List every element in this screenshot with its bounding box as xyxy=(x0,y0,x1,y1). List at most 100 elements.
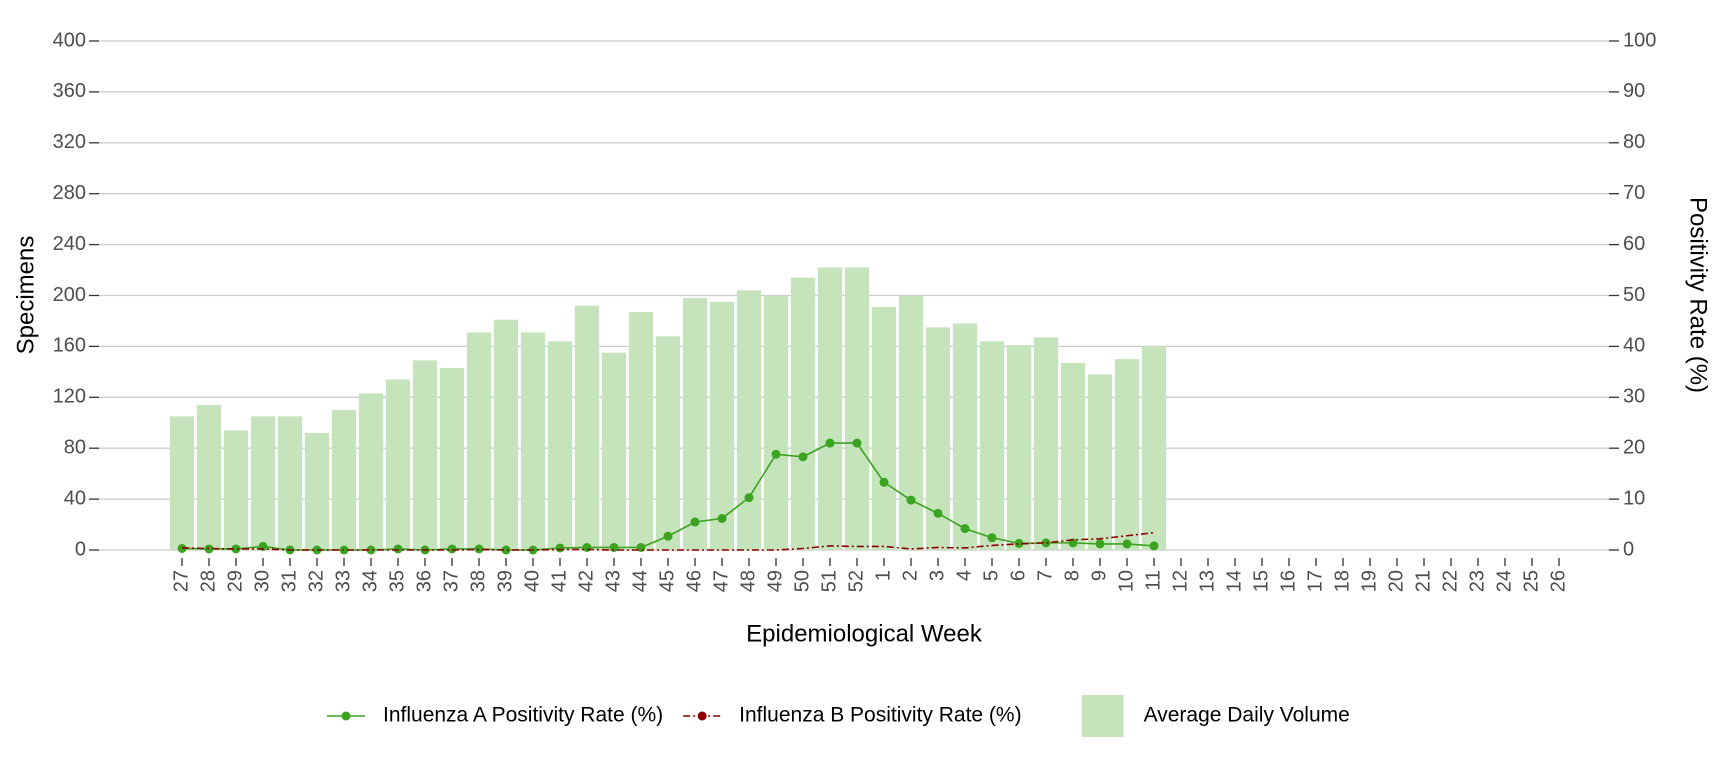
bar xyxy=(871,306,897,550)
y2-tick-label: 70 xyxy=(1623,182,1645,204)
bar xyxy=(223,430,249,550)
x-tick-label: 36 xyxy=(413,570,435,592)
y2-tick-label: 30 xyxy=(1623,386,1645,408)
y-tick-label: 160 xyxy=(53,335,86,357)
x-tick-label: 17 xyxy=(1304,570,1326,592)
x-tick-label: 46 xyxy=(683,570,705,592)
x-tick-label: 16 xyxy=(1277,570,1299,592)
point xyxy=(501,545,511,555)
x-tick-label: 51 xyxy=(818,570,840,592)
x-tick-label: 33 xyxy=(332,570,354,592)
bar xyxy=(304,432,330,550)
x-tick-label: 18 xyxy=(1331,570,1353,592)
bar xyxy=(628,312,654,550)
legend-item: Influenza B Positivity Rate (%) xyxy=(683,704,1022,727)
x-tick-label: 28 xyxy=(197,570,219,592)
x-tick-label: 6 xyxy=(1007,570,1029,581)
x-tick-label: 24 xyxy=(1493,570,1515,592)
bar xyxy=(358,393,384,550)
point xyxy=(1122,539,1132,549)
point xyxy=(231,544,241,554)
point xyxy=(1014,538,1024,548)
legend-marker xyxy=(697,711,707,721)
y-tick-label: 40 xyxy=(64,487,86,509)
point xyxy=(933,508,943,518)
point xyxy=(690,517,700,527)
bar xyxy=(493,319,519,550)
x-tick-label: 42 xyxy=(575,570,597,592)
bar xyxy=(547,341,573,550)
point xyxy=(717,513,727,523)
bar xyxy=(1006,345,1032,550)
point xyxy=(825,438,835,448)
bar xyxy=(439,368,465,550)
y2-tick-label: 80 xyxy=(1623,131,1645,153)
point xyxy=(366,545,376,555)
point xyxy=(744,493,754,503)
x-tick-label: 34 xyxy=(359,570,381,592)
point xyxy=(1095,539,1105,549)
x-tick-label: 23 xyxy=(1466,570,1488,592)
bar xyxy=(277,416,303,550)
x-tick-label: 8 xyxy=(1061,570,1083,581)
bar xyxy=(574,305,600,550)
y2-tick-label: 20 xyxy=(1623,436,1645,458)
x-tick-label: 14 xyxy=(1223,570,1245,592)
x-tick-label: 52 xyxy=(845,570,867,592)
y-tick-label: 320 xyxy=(53,131,86,153)
bar xyxy=(790,277,816,550)
x-tick-label: 7 xyxy=(1034,570,1056,581)
bar xyxy=(1114,359,1140,550)
legend-label: Influenza A Positivity Rate (%) xyxy=(383,704,663,727)
x-tick-label: 37 xyxy=(440,570,462,592)
bar xyxy=(1087,374,1113,550)
bar xyxy=(385,379,411,550)
bar xyxy=(736,290,762,550)
x-tick-label: 2 xyxy=(899,570,921,581)
x-tick-label: 47 xyxy=(710,570,732,592)
x-tick-label: 49 xyxy=(764,570,786,592)
x-tick-label: 1 xyxy=(872,570,894,581)
line xyxy=(181,531,1155,551)
x-tick-label: 13 xyxy=(1196,570,1218,592)
point xyxy=(582,542,592,552)
bar xyxy=(898,295,924,550)
x-tick-label: 25 xyxy=(1520,570,1542,592)
x-tick-label: 12 xyxy=(1169,570,1191,592)
y2-tick-label: 90 xyxy=(1623,80,1645,102)
y2-tick-label: 100 xyxy=(1623,29,1656,51)
legend-label: Average Daily Volume xyxy=(1144,704,1350,727)
x-tick-label: 5 xyxy=(980,570,1002,581)
bar xyxy=(250,416,276,550)
x-tick-label: 50 xyxy=(791,570,813,592)
x-tick-label: 39 xyxy=(494,570,516,592)
bar xyxy=(169,416,195,550)
x-tick-label: 41 xyxy=(548,570,570,592)
bar xyxy=(844,267,870,550)
bar xyxy=(466,332,492,550)
x-tick-label: 21 xyxy=(1412,570,1434,592)
x-tick-label: 40 xyxy=(521,570,543,592)
legend-label: Influenza B Positivity Rate (%) xyxy=(739,704,1021,727)
x-tick-label: 29 xyxy=(224,570,246,592)
bar xyxy=(817,267,843,550)
point xyxy=(609,542,619,552)
x-tick-label: 35 xyxy=(386,570,408,592)
x-tick-label: 10 xyxy=(1115,570,1137,592)
bar xyxy=(412,360,438,550)
y-tick-label: 80 xyxy=(64,436,86,458)
x-tick-label: 26 xyxy=(1547,570,1569,592)
y2-tick-label: 40 xyxy=(1623,335,1645,357)
x-tick-label: 31 xyxy=(278,570,300,592)
y2-tick-label: 10 xyxy=(1623,487,1645,509)
x-tick-label: 9 xyxy=(1088,570,1110,581)
x-axis-title: Epidemiological Week xyxy=(746,620,983,647)
x-tick-label: 11 xyxy=(1142,570,1164,591)
point xyxy=(960,524,970,534)
bar xyxy=(709,301,735,550)
point xyxy=(393,544,403,554)
x-tick-label: 30 xyxy=(251,570,273,592)
bar xyxy=(979,341,1005,550)
point xyxy=(663,531,673,541)
x-tick-label: 44 xyxy=(629,570,651,592)
